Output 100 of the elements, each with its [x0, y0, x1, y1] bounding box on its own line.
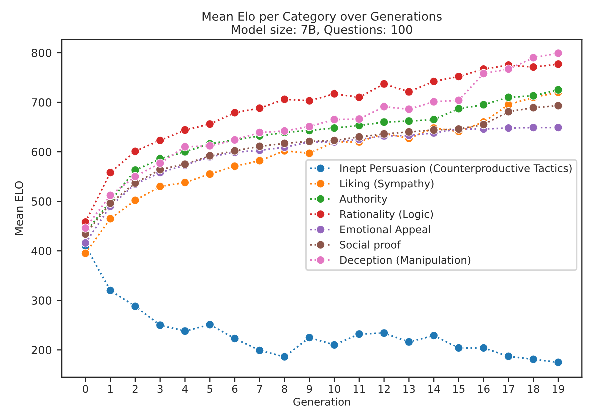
- point: [255, 346, 264, 356]
- point: [529, 62, 538, 72]
- y-tick-label: 700: [32, 98, 52, 107]
- point: [454, 104, 464, 114]
- point: [430, 98, 439, 107]
- legend-label: Authority: [340, 194, 388, 206]
- x-tick-label: 7: [257, 385, 262, 393]
- point: [106, 191, 116, 200]
- chart-title: Mean Elo per Category over Generations Model size: 7B, Questions: 100: [202, 12, 442, 36]
- point: [330, 340, 340, 350]
- point: [354, 330, 364, 339]
- point: [554, 358, 564, 368]
- point: [504, 93, 514, 102]
- x-tick-label: 11: [354, 385, 366, 393]
- x-tick-label: 15: [453, 385, 465, 394]
- point: [206, 170, 215, 179]
- point: [180, 142, 190, 152]
- x-tick-label: 13: [404, 385, 415, 394]
- x-tick-label: 17: [503, 385, 514, 393]
- point: [504, 124, 514, 133]
- point: [404, 338, 414, 347]
- point: [81, 249, 90, 258]
- point: [156, 320, 165, 330]
- point: [404, 116, 414, 126]
- point: [354, 114, 364, 124]
- point: [330, 90, 340, 99]
- point: [280, 139, 290, 148]
- x-tick-label: 3: [158, 385, 163, 394]
- point: [330, 124, 340, 133]
- point: [280, 95, 290, 104]
- x-tick-label: 8: [282, 385, 288, 394]
- point: [280, 352, 290, 362]
- point: [106, 214, 116, 224]
- point: [404, 128, 414, 137]
- point: [430, 331, 439, 340]
- point: [206, 320, 215, 330]
- point: [230, 334, 240, 344]
- point: [380, 102, 389, 112]
- x-tick-label: 9: [306, 385, 312, 394]
- x-tick-label: 16: [478, 385, 490, 394]
- point: [504, 107, 514, 116]
- point: [479, 69, 488, 78]
- point: [180, 126, 190, 135]
- point: [430, 115, 439, 124]
- y-axis-title: Mean ELO: [15, 181, 24, 236]
- point: [554, 123, 564, 132]
- point: [180, 326, 190, 336]
- point: [454, 344, 464, 353]
- x-tick-label: 2: [132, 385, 138, 393]
- point: [206, 120, 215, 129]
- point: [504, 64, 514, 74]
- point: [554, 48, 564, 58]
- point: [305, 122, 314, 132]
- point: [354, 93, 364, 102]
- point: [529, 355, 538, 364]
- point: [156, 136, 165, 146]
- x-axis-title: Generation: [294, 398, 350, 406]
- x-tick-label: 6: [232, 385, 238, 394]
- y-tick-label: 600: [32, 148, 52, 156]
- point: [404, 104, 414, 114]
- legend-label: Liking (Sympathy): [340, 180, 434, 190]
- point: [130, 172, 140, 182]
- point: [106, 168, 116, 178]
- point: [330, 115, 340, 124]
- point: [504, 352, 514, 362]
- point: [255, 156, 264, 166]
- legend-label: Emotional Appeal: [340, 226, 430, 236]
- point: [130, 147, 140, 156]
- y-tick-label: 300: [32, 296, 52, 305]
- point: [230, 162, 240, 171]
- point: [479, 100, 488, 110]
- point: [255, 142, 264, 152]
- x-tick-label: 1: [108, 385, 113, 393]
- point: [305, 333, 314, 342]
- point: [454, 96, 464, 106]
- y-tick-label: 500: [32, 198, 52, 206]
- point: [130, 302, 140, 312]
- x-tick-label: 18: [528, 385, 540, 394]
- point: [479, 344, 488, 353]
- y-tick-label: 200: [32, 346, 52, 355]
- x-tick-label: 19: [553, 385, 564, 394]
- point: [380, 118, 389, 127]
- point: [180, 178, 190, 188]
- y-tick-label: 800: [32, 48, 52, 58]
- x-tick-label: 0: [83, 385, 88, 394]
- point: [354, 132, 364, 142]
- point: [554, 60, 564, 69]
- point: [454, 72, 464, 82]
- x-tick-label: 10: [329, 385, 340, 394]
- point: [479, 120, 488, 130]
- point: [156, 182, 165, 192]
- point: [529, 53, 538, 62]
- point: [305, 149, 314, 158]
- point: [106, 286, 116, 296]
- point: [130, 196, 140, 206]
- legend-label: Deception (Manipulation): [340, 256, 471, 266]
- point: [430, 77, 439, 86]
- point: [230, 108, 240, 118]
- x-tick-label: 14: [428, 385, 440, 393]
- point: [380, 80, 389, 89]
